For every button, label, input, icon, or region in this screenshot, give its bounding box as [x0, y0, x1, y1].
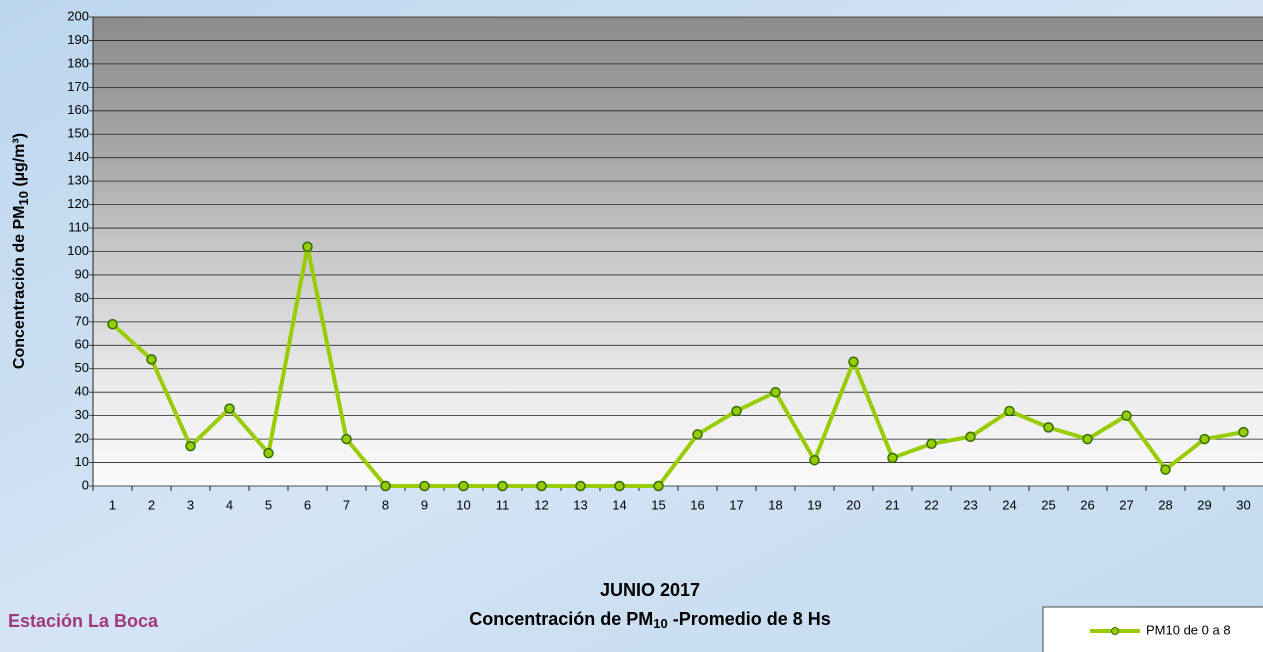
x-tick-label: 5 — [265, 497, 272, 512]
x-tick-label: 19 — [807, 497, 821, 512]
data-point — [108, 320, 117, 329]
data-point — [1200, 435, 1209, 444]
x-tick-label: 23 — [963, 497, 977, 512]
x-tick-label: 17 — [729, 497, 743, 512]
data-point — [498, 482, 507, 491]
data-point — [966, 432, 975, 441]
x-tick-label: 26 — [1080, 497, 1094, 512]
y-tick-label: 40 — [75, 384, 89, 399]
legend-marker — [1112, 628, 1119, 635]
x-tick-label: 22 — [924, 497, 938, 512]
x-tick-label: 14 — [612, 497, 626, 512]
station-label: Estación La Boca — [8, 611, 159, 631]
data-point — [1044, 423, 1053, 432]
data-point — [693, 430, 702, 439]
x-tick-label: 3 — [187, 497, 194, 512]
y-tick-label: 130 — [67, 173, 89, 188]
legend-label: PM10 de 0 a 8 — [1146, 622, 1231, 637]
y-tick-label: 90 — [75, 266, 89, 281]
chart-subtitle: Concentración de PM10 -Promedio de 8 Hs — [469, 609, 831, 632]
y-tick-label: 120 — [67, 196, 89, 211]
x-tick-label: 8 — [382, 497, 389, 512]
y-tick-label: 190 — [67, 32, 89, 47]
data-point — [888, 453, 897, 462]
x-tick-label: 28 — [1158, 497, 1172, 512]
data-point — [1083, 435, 1092, 444]
y-tick-label: 50 — [75, 360, 89, 375]
y-tick-label: 60 — [75, 337, 89, 352]
x-tick-label: 12 — [534, 497, 548, 512]
y-tick-label: 100 — [67, 243, 89, 258]
x-tick-label: 7 — [343, 497, 350, 512]
x-tick-label: 9 — [421, 497, 428, 512]
data-point — [1122, 411, 1131, 420]
data-point — [381, 482, 390, 491]
data-point — [1005, 406, 1014, 415]
data-point — [771, 388, 780, 397]
chart-title: JUNIO 2017 — [600, 580, 700, 600]
data-point — [1239, 428, 1248, 437]
data-point — [654, 482, 663, 491]
data-point — [810, 456, 819, 465]
x-tick-label: 18 — [768, 497, 782, 512]
y-tick-label: 200 — [67, 8, 89, 23]
x-tick-label: 2 — [148, 497, 155, 512]
data-point — [186, 442, 195, 451]
data-point — [264, 449, 273, 458]
y-tick-label: 0 — [82, 477, 89, 492]
x-tick-label: 20 — [846, 497, 860, 512]
x-tick-label: 1 — [109, 497, 116, 512]
chart: Concentración de PM10 (µg/m³) JUNIO 2017… — [0, 0, 1263, 652]
y-tick-label: 160 — [67, 102, 89, 117]
data-point — [732, 406, 741, 415]
y-tick-label: 140 — [67, 149, 89, 164]
x-tick-label: 4 — [226, 497, 233, 512]
x-tick-label: 15 — [651, 497, 665, 512]
y-tick-label: 30 — [75, 407, 89, 422]
data-point — [303, 242, 312, 251]
x-tick-label: 21 — [885, 497, 899, 512]
x-tick-label: 13 — [573, 497, 587, 512]
data-point — [147, 355, 156, 364]
y-tick-label: 180 — [67, 55, 89, 70]
data-point — [537, 482, 546, 491]
x-tick-label: 25 — [1041, 497, 1055, 512]
x-tick-label: 29 — [1197, 497, 1211, 512]
data-point — [1161, 465, 1170, 474]
x-tick-label: 27 — [1119, 497, 1133, 512]
data-point — [459, 482, 468, 491]
data-point — [615, 482, 624, 491]
x-tick-label: 6 — [304, 497, 311, 512]
y-tick-label: 80 — [75, 290, 89, 305]
y-tick-label: 170 — [67, 79, 89, 94]
y-tick-label: 70 — [75, 313, 89, 328]
data-point — [927, 439, 936, 448]
x-tick-label: 30 — [1236, 497, 1250, 512]
data-point — [576, 482, 585, 491]
x-tick-label: 11 — [496, 497, 510, 512]
data-point — [849, 357, 858, 366]
y-tick-label: 150 — [67, 126, 89, 141]
x-tick-label: 16 — [690, 497, 704, 512]
y-tick-label: 10 — [75, 454, 89, 469]
data-point — [420, 482, 429, 491]
x-tick-label: 10 — [456, 497, 470, 512]
y-tick-label: 110 — [68, 219, 89, 234]
x-tick-label: 24 — [1002, 497, 1016, 512]
data-point — [342, 435, 351, 444]
data-point — [225, 404, 234, 413]
y-tick-label: 20 — [75, 431, 89, 446]
